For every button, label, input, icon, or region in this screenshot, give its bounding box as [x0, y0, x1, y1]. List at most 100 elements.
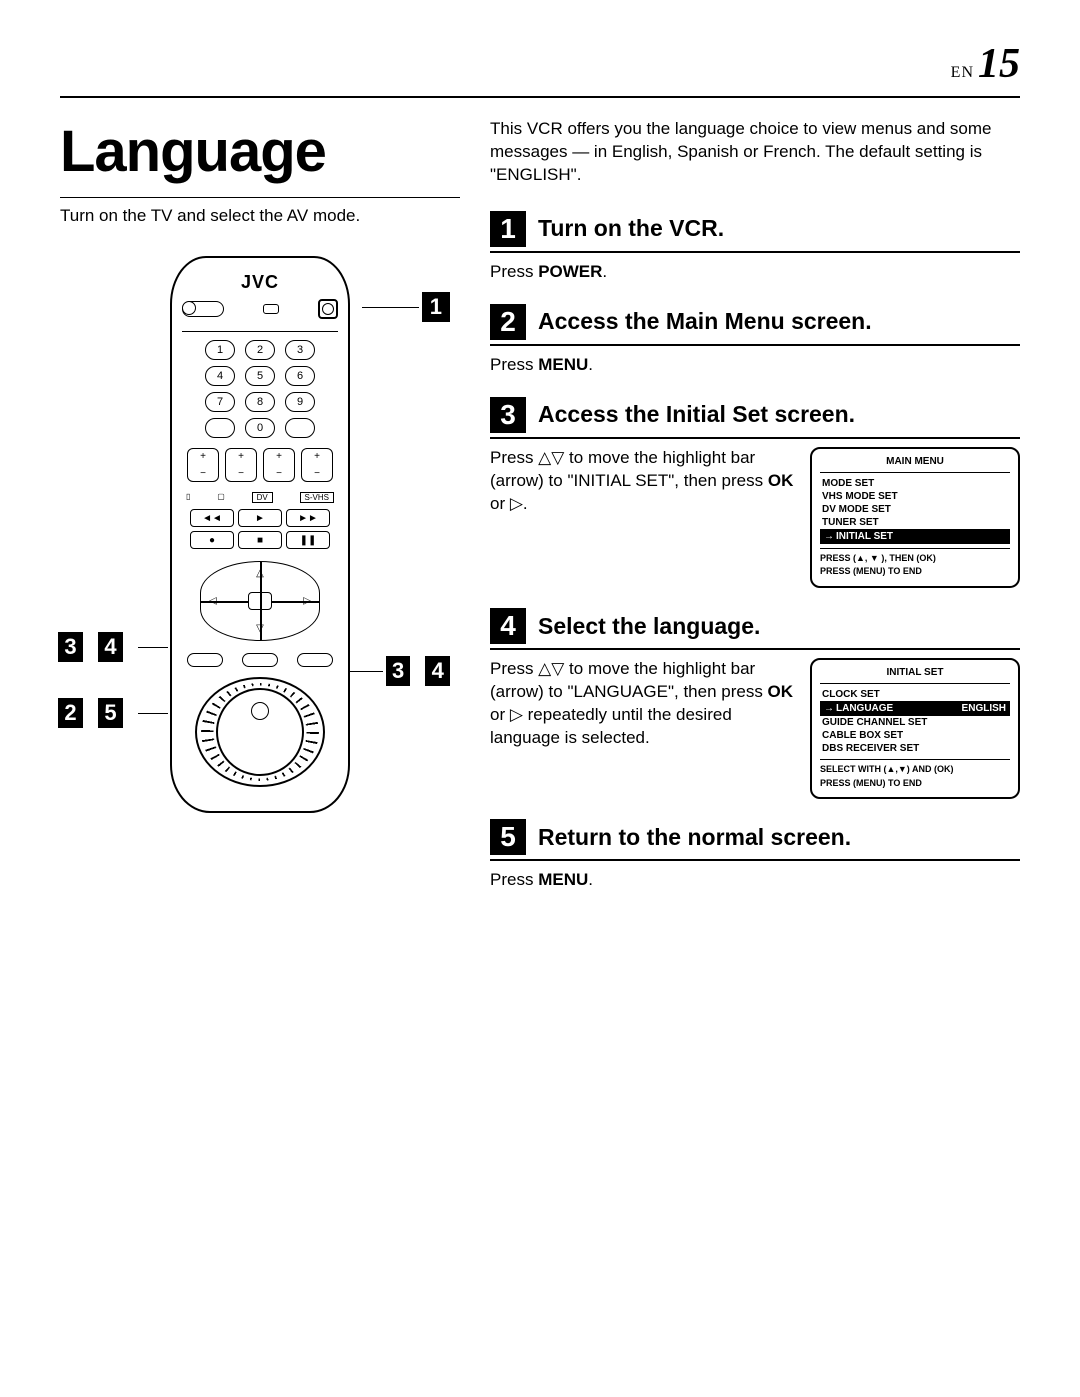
menu-button-row — [182, 653, 338, 667]
osd-footer: PRESS (▲, ▼ ), THEN (OK) — [820, 553, 1010, 565]
top-rule — [60, 96, 1020, 98]
osd-item: TUNER SET — [820, 516, 1010, 529]
digit-button: 1 — [205, 340, 235, 360]
power-button-icon — [318, 299, 338, 319]
page-title: Language — [60, 118, 460, 185]
step-2: 2 Access the Main Menu screen. Press MEN… — [490, 304, 1020, 377]
digit-button: 4 — [205, 366, 235, 386]
callout-num: 4 — [425, 656, 450, 686]
rewind-icon: ◄◄ — [190, 509, 234, 527]
digit-button: 7 — [205, 392, 235, 412]
slide-switch — [182, 301, 224, 317]
step-number: 3 — [490, 397, 526, 433]
rocker-row: +− +− +− +− — [187, 448, 333, 482]
osd-item: DBS RECEIVER SET — [820, 742, 1010, 755]
callout-num: 3 — [386, 656, 411, 686]
callout-num: 5 — [98, 698, 123, 728]
osd-item-selected: INITIAL SET — [820, 529, 1010, 544]
remote-body: JVC 1 2 3 4 5 6 7 8 9 — [170, 256, 350, 813]
step-4: 4 Select the language. Press △▽ to move … — [490, 608, 1020, 799]
digit-button: 0 — [245, 418, 275, 438]
menu-button-icon — [187, 653, 223, 667]
down-arrow-icon: ▽ — [256, 623, 264, 634]
ok-button-icon — [248, 592, 272, 610]
svhs-label: S-VHS — [300, 492, 334, 503]
osd-title: INITIAL SET — [820, 666, 1010, 679]
rocker-button: +− — [263, 448, 295, 482]
osd-footer: PRESS (MENU) TO END — [820, 566, 1010, 578]
number-pad: 1 2 3 4 5 6 7 8 9 0 — [205, 340, 315, 438]
digit-button: 6 — [285, 366, 315, 386]
osd-initial-set: INITIAL SET CLOCK SET LANGUAGE ENGLISH G… — [810, 658, 1020, 799]
page-number: EN 15 — [60, 40, 1020, 88]
step-title: Access the Initial Set screen. — [538, 401, 855, 428]
osd-item: DV MODE SET — [820, 503, 1010, 516]
digit-button: 9 — [285, 392, 315, 412]
step-title: Access the Main Menu screen. — [538, 308, 872, 335]
step-number: 2 — [490, 304, 526, 340]
transport-row: ◄◄ ► ►► ● ■ ❚❚ — [190, 509, 330, 549]
osd-item: VHS MODE SET — [820, 490, 1010, 503]
remote-diagram: 1 3 4 3 4 2 5 JVC — [60, 256, 460, 813]
callout-num: 2 — [58, 698, 83, 728]
callout-num: 4 — [98, 632, 123, 662]
digit-button: 8 — [245, 392, 275, 412]
rec-icon: ● — [190, 531, 234, 549]
page-number-value: 15 — [978, 41, 1020, 87]
page-number-prefix: EN — [951, 64, 974, 81]
osd-item: MODE SET — [820, 477, 1010, 490]
step-5: 5 Return to the normal screen. Press MEN… — [490, 819, 1020, 892]
rocker-button: +− — [301, 448, 333, 482]
callout-dpad-right: 3 4 — [342, 656, 462, 686]
step-3: 3 Access the Initial Set screen. Press △… — [490, 397, 1020, 588]
stop-icon: ■ — [238, 531, 282, 549]
osd-item-selected: LANGUAGE ENGLISH — [820, 701, 1010, 716]
left-note: Turn on the TV and select the AV mode. — [60, 206, 460, 226]
callout-num: 1 — [422, 292, 450, 322]
intro-text: This VCR offers you the language choice … — [490, 118, 1020, 187]
rocker-button: +− — [187, 448, 219, 482]
callout-dpad-left: 3 4 — [58, 632, 168, 662]
step-number: 1 — [490, 211, 526, 247]
small-button — [263, 304, 279, 314]
callout-power: 1 — [362, 292, 462, 322]
osd-footer: PRESS (MENU) TO END — [820, 778, 1010, 790]
play-icon: ► — [238, 509, 282, 527]
digit-button: 3 — [285, 340, 315, 360]
step-body: Press POWER. — [490, 261, 1020, 284]
digit-button: 5 — [245, 366, 275, 386]
step-body: Press △▽ to move the highlight bar (arro… — [490, 447, 794, 516]
step-title: Turn on the VCR. — [538, 215, 724, 242]
dpad: △ ▽ ◁ ▷ — [200, 561, 320, 641]
ffwd-icon: ►► — [286, 509, 330, 527]
digit-button: 2 — [245, 340, 275, 360]
step-title: Select the language. — [538, 613, 760, 640]
osd-footer: SELECT WITH (▲,▼) AND (OK) — [820, 764, 1010, 776]
tape-label-row: ▯▢ DV S-VHS — [182, 492, 338, 503]
callout-num: 3 — [58, 632, 83, 662]
step-number: 4 — [490, 608, 526, 644]
aux-button — [205, 418, 235, 438]
up-arrow-icon: △ — [256, 568, 264, 579]
dv-label: DV — [252, 492, 273, 503]
step-body: Press MENU. — [490, 354, 1020, 377]
title-underline — [60, 197, 460, 198]
callout-menu: 2 5 — [58, 698, 168, 728]
remote-brand: JVC — [241, 272, 279, 293]
step-1: 1 Turn on the VCR. Press POWER. — [490, 211, 1020, 284]
step-number: 5 — [490, 819, 526, 855]
step-body: Press MENU. — [490, 869, 1020, 892]
aux-button — [285, 418, 315, 438]
menu-button-icon — [242, 653, 278, 667]
osd-title: MAIN MENU — [820, 455, 1010, 468]
step-body: Press △▽ to move the highlight bar (arro… — [490, 658, 794, 750]
osd-item: CLOCK SET — [820, 688, 1010, 701]
pause-icon: ❚❚ — [286, 531, 330, 549]
step-title: Return to the normal screen. — [538, 824, 851, 851]
osd-main-menu: MAIN MENU MODE SET VHS MODE SET DV MODE … — [810, 447, 1020, 588]
osd-item: GUIDE CHANNEL SET — [820, 716, 1010, 729]
osd-item: CABLE BOX SET — [820, 729, 1010, 742]
menu-button-icon — [297, 653, 333, 667]
right-arrow-icon: ▷ — [303, 596, 311, 607]
left-arrow-icon: ◁ — [209, 596, 217, 607]
